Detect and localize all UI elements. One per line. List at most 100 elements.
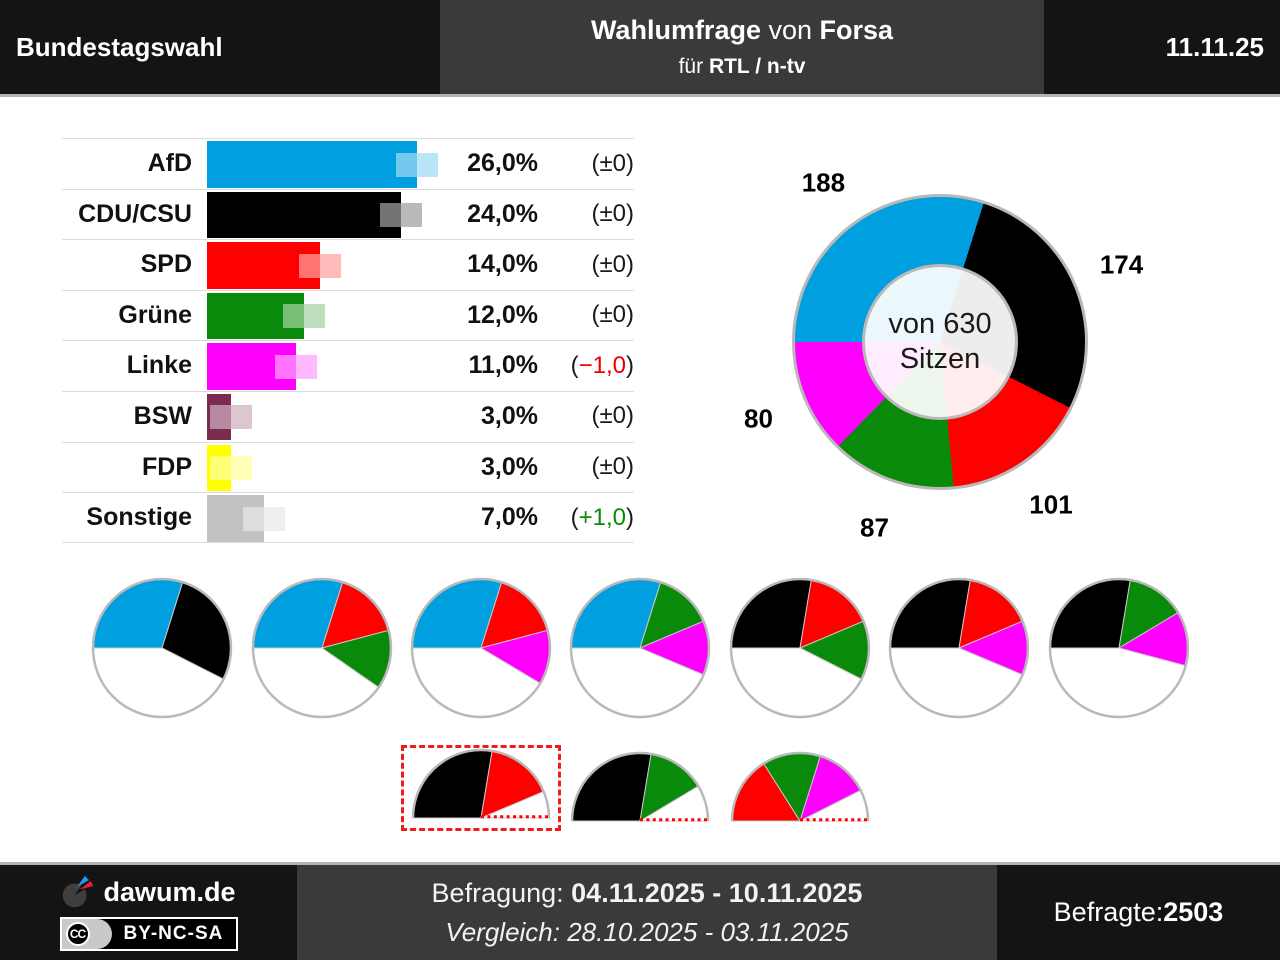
party-label: AfD <box>147 149 192 177</box>
percent-value: 3,0% <box>481 452 538 481</box>
party-label: Sonstige <box>86 503 192 532</box>
seat-count-label: 101 <box>1029 489 1073 520</box>
coalition-pie-afd-cducsu <box>91 577 233 719</box>
percent-value: 3,0% <box>481 401 538 430</box>
percent-value: 24,0% <box>467 199 538 228</box>
bar-row: FDP 3,0% (±0) <box>62 441 634 493</box>
bar-row: Sonstige 7,0% (+1,0) <box>62 492 634 543</box>
percent-value: 14,0% <box>467 250 538 279</box>
coalition-pie-afd-spd-grune <box>251 577 392 719</box>
coalition-pie-afd-spd-linke <box>410 577 552 719</box>
respondents-label: Befragte: <box>1053 897 1164 927</box>
poll-source-title: Wahlumfrage von Forsa <box>590 15 894 45</box>
half-pie-chart <box>411 748 551 819</box>
coalition-pie-cducsu-grune-linke <box>1048 577 1189 719</box>
previous-value-marker-inner <box>210 405 232 430</box>
change-value: (±0) <box>591 301 634 329</box>
previous-value-marker-outer <box>320 253 342 278</box>
bar-track <box>207 444 447 492</box>
bar-track <box>207 191 447 239</box>
previous-value-marker-inner <box>299 253 321 278</box>
change-value: (±0) <box>591 200 634 228</box>
party-label: Grüne <box>118 300 192 329</box>
minority-coalition-half-pie-3 <box>720 745 880 831</box>
percent-value: 26,0% <box>467 149 538 177</box>
previous-value-marker-inner <box>210 456 232 481</box>
previous-value-marker-outer <box>263 506 285 531</box>
coalition-pie-cducsu-spd-grune <box>729 577 871 719</box>
footer-bar: dawum.de CC BY-NC-SA Befragung: 04.11.20… <box>0 862 1280 960</box>
bar-row: BSW 3,0% (±0) <box>62 390 634 442</box>
respondents-value: 2503 <box>1163 897 1224 927</box>
seat-count-label: 188 <box>801 167 846 198</box>
bar-track <box>207 393 447 441</box>
previous-value-marker-inner <box>242 506 264 531</box>
previous-value-marker-outer <box>303 304 325 329</box>
donut-center: von 630 Sitzen <box>862 264 1018 420</box>
seat-distribution-donut: von 630 Sitzen 188 174 101 87 80 <box>710 112 1170 572</box>
cc-license-badge: CC BY-NC-SA <box>59 917 238 951</box>
coalition-pie-afd-grune-linke <box>569 577 711 719</box>
publish-date: 11.11.25 <box>1165 31 1264 62</box>
change-value: (±0) <box>591 250 634 278</box>
footer-survey-section: Befragung: 04.11.2025 - 10.11.2025 Vergl… <box>297 865 997 960</box>
percent-value: 7,0% <box>481 503 538 532</box>
header-bar: Bundestagswahl Wahlumfrage von Forsa für… <box>0 0 1280 97</box>
previous-value-marker-inner <box>274 354 296 379</box>
seat-count-label: 87 <box>860 512 889 543</box>
poll-client-subtitle: für RTL / n-tv <box>678 55 806 78</box>
dawum-logo-icon <box>63 875 94 908</box>
donut-center-line2: Sitzen <box>899 343 981 375</box>
minority-coalition-half-pie-2 <box>560 745 720 831</box>
minority-coalition-half-pie-1 <box>401 745 561 831</box>
previous-value-marker-outer <box>417 152 439 177</box>
bar-row: AfD 26,0% (±0) <box>62 138 634 189</box>
percent-value: 11,0% <box>468 351 538 380</box>
bar-row: Grüne 12,0% (±0) <box>62 289 634 341</box>
header-center-box: Wahlumfrage von Forsa für RTL / n-tv <box>440 0 1044 94</box>
bar-track <box>207 141 447 188</box>
cc-license-label: BY-NC-SA <box>123 923 224 944</box>
bar-track <box>207 343 447 390</box>
change-value: (−1,0) <box>570 351 634 379</box>
brand-row: dawum.de <box>61 874 236 910</box>
previous-value-marker-inner <box>396 152 418 177</box>
comparison-period: Vergleich: 28.10.2025 - 03.11.2025 <box>445 916 849 947</box>
percent-value: 12,0% <box>467 300 538 329</box>
change-value: (±0) <box>591 453 634 481</box>
survey-period: Befragung: 04.11.2025 - 10.11.2025 <box>431 877 863 908</box>
results-bar-chart: AfD 26,0% (±0) CDU/CSU 24,0% (±0) SPD 14,0% (±0)… <box>62 138 634 543</box>
election-title: Bundestagswahl <box>16 31 223 62</box>
change-value: (+1,0) <box>570 503 634 531</box>
footer-brand-section: dawum.de CC BY-NC-SA <box>0 865 297 960</box>
party-label: FDP <box>142 452 192 481</box>
party-label: SPD <box>140 250 192 279</box>
party-label: BSW <box>133 401 192 430</box>
party-label: Linke <box>126 351 192 380</box>
change-value: (±0) <box>591 402 634 430</box>
bar-row: SPD 14,0% (±0) <box>62 239 634 290</box>
previous-value-marker-outer <box>400 203 422 228</box>
cc-icon: CC <box>65 922 90 946</box>
bar-row: CDU/CSU 24,0% (±0) <box>62 188 634 240</box>
change-value: (±0) <box>591 149 634 177</box>
bar-track <box>207 495 447 542</box>
previous-value-marker-outer <box>295 354 317 379</box>
bar-row: Linke 11,0% (−1,0) <box>62 340 634 391</box>
bar-fill <box>207 141 418 188</box>
previous-value-marker-outer <box>231 405 253 430</box>
previous-value-marker-inner <box>282 304 304 329</box>
footer-respondents-section: Befragte: 2503 <box>997 865 1280 960</box>
bar-track <box>207 242 447 289</box>
party-label: CDU/CSU <box>78 199 192 228</box>
previous-value-marker-outer <box>231 456 253 481</box>
previous-value-marker-inner <box>379 203 401 228</box>
coalition-pie-cducsu-spd-linke <box>888 577 1030 719</box>
donut-center-line1: von 630 <box>888 308 992 341</box>
seat-count-label: 174 <box>1099 249 1144 280</box>
half-pie-chart <box>570 751 710 822</box>
bar-fill <box>207 191 401 239</box>
brand-name: dawum.de <box>103 876 236 907</box>
seat-count-label: 80 <box>744 403 773 434</box>
